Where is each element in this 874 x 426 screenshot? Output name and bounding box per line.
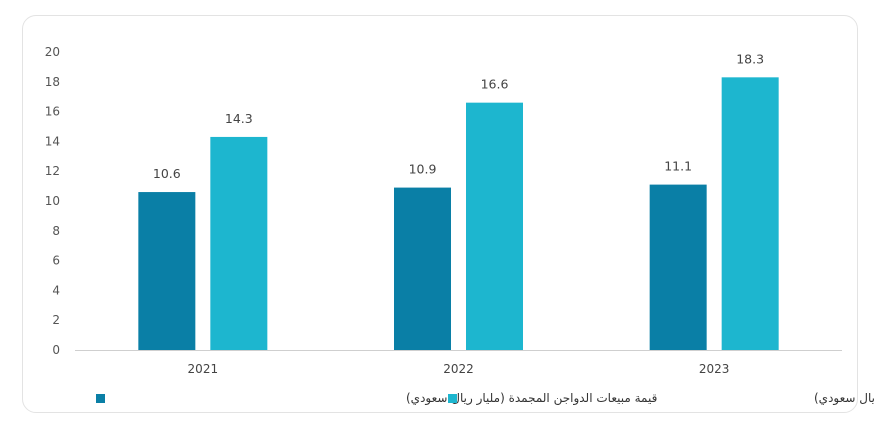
legend: قيمة مبيعات الدواجن المجمدة (مليار ريال … — [96, 391, 874, 406]
legend-swatch-fresh — [448, 394, 457, 403]
data-label: 16.6 — [481, 77, 509, 92]
data-label: 11.1 — [664, 159, 692, 174]
legend-label-frozen: قيمة مبيعات الدواجن المجمدة (مليار ريال … — [406, 391, 657, 406]
data-labels: 10.6 14.3 10.9 16.6 11.1 18.3 — [153, 51, 764, 181]
y-axis: 0 2 4 6 8 10 12 14 16 18 20 — [45, 45, 60, 357]
x-axis: 2021 2022 2023 — [188, 362, 730, 376]
data-label: 10.9 — [409, 162, 437, 177]
y-tick-label: 12 — [45, 164, 60, 178]
x-tick-label: 2023 — [699, 362, 730, 376]
bar — [649, 184, 707, 350]
y-tick-label: 2 — [52, 313, 60, 327]
data-label: 18.3 — [736, 51, 764, 66]
bar — [721, 77, 779, 350]
legend-item-frozen: قيمة مبيعات الدواجن المجمدة (مليار ريال … — [96, 391, 657, 406]
legend-label-fresh: مبيعات الدواجن الطازجة من حيث القيمة ( م… — [814, 391, 874, 406]
y-tick-label: 16 — [45, 105, 60, 119]
y-tick-label: 4 — [52, 283, 60, 297]
bar — [466, 102, 523, 350]
bar — [394, 187, 451, 350]
legend-swatch-frozen — [96, 394, 105, 403]
x-tick-label: 2021 — [188, 362, 219, 376]
y-tick-label: 0 — [52, 343, 60, 357]
y-tick-label: 10 — [45, 194, 60, 208]
legend-item-fresh: مبيعات الدواجن الطازجة من حيث القيمة ( م… — [448, 391, 874, 406]
bar — [210, 136, 268, 350]
y-tick-label: 20 — [45, 45, 60, 59]
bar — [138, 192, 196, 350]
data-label: 10.6 — [153, 166, 181, 181]
data-label: 14.3 — [225, 111, 253, 126]
x-tick-label: 2022 — [443, 362, 474, 376]
y-tick-label: 8 — [52, 224, 60, 238]
y-tick-label: 6 — [52, 254, 60, 268]
bars — [138, 77, 779, 350]
y-tick-label: 18 — [45, 75, 60, 89]
y-tick-label: 14 — [45, 134, 60, 148]
